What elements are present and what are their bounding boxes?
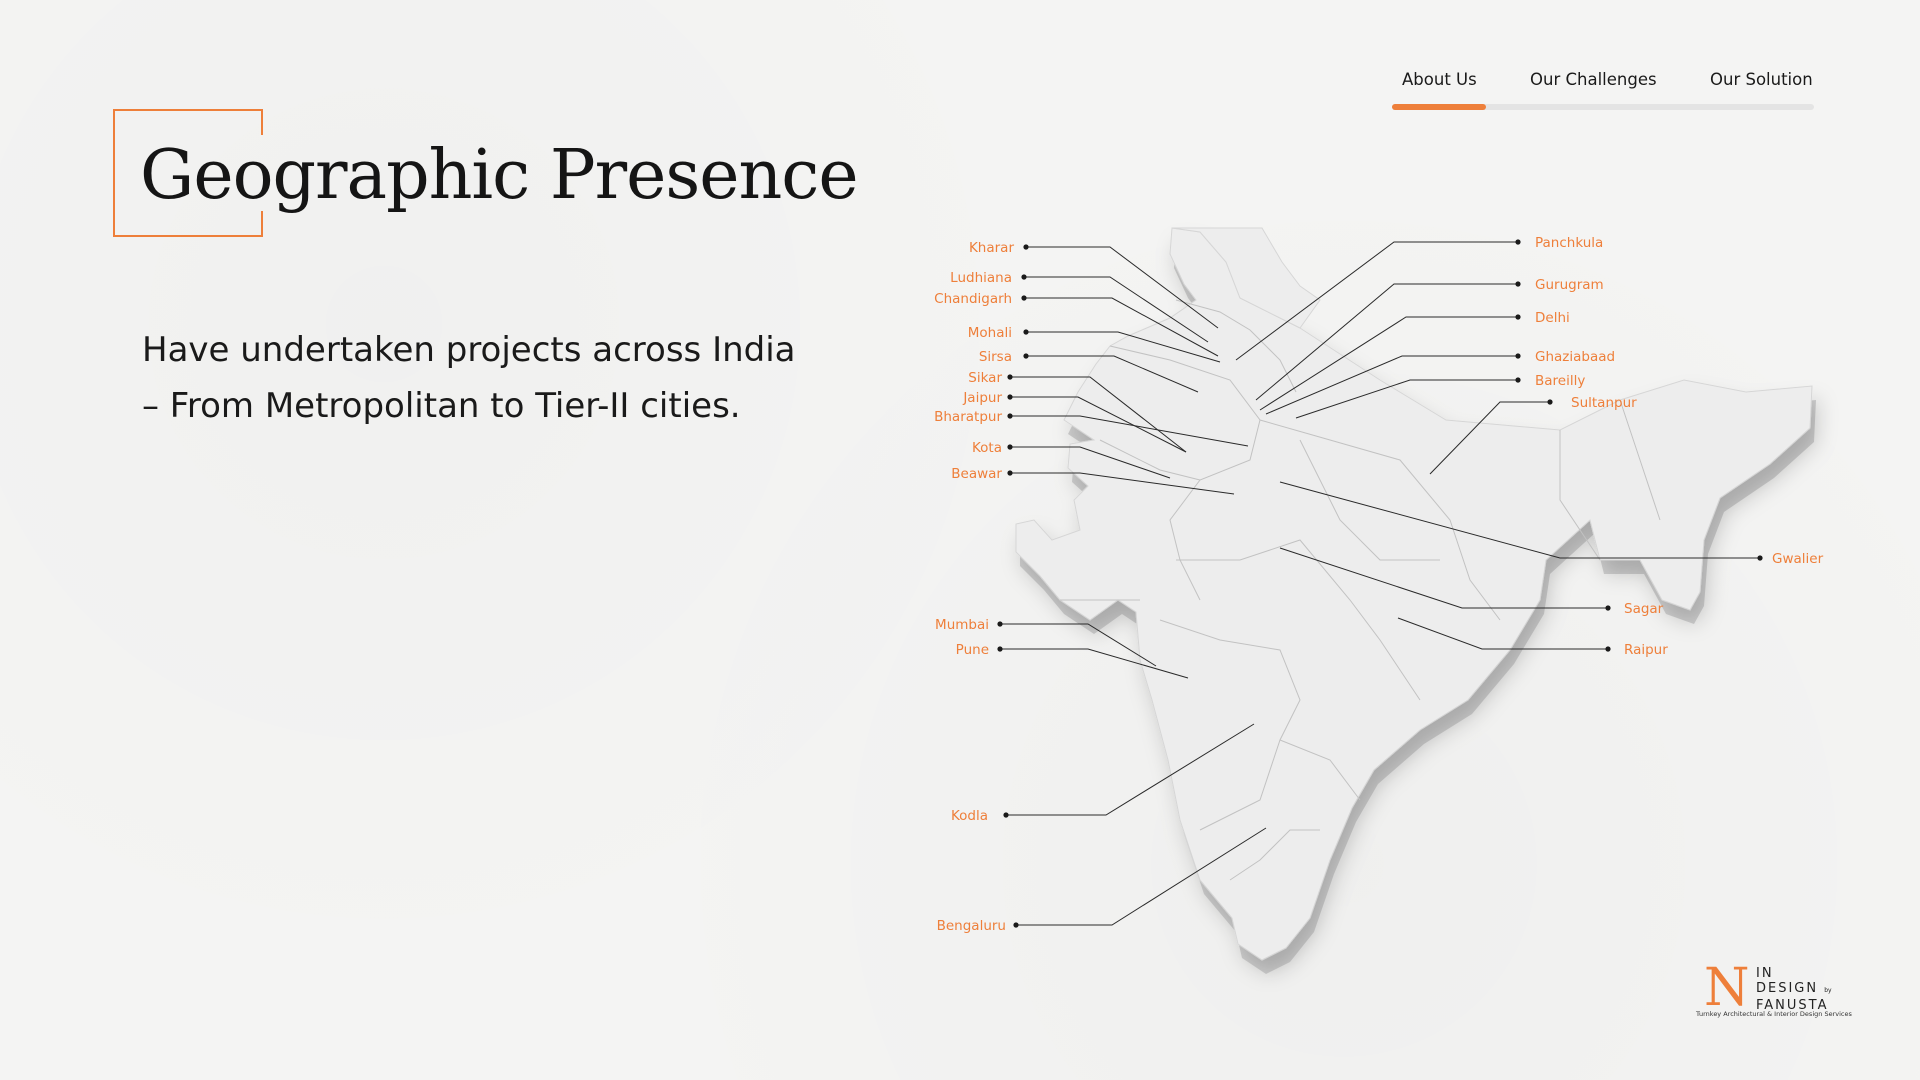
city-marker-bengaluru [1013, 922, 1019, 928]
city-label-jaipur: Jaipur [962, 390, 1002, 406]
leader-line-chandigarh [1024, 297, 1219, 357]
city-label-sagar: Sagar [1624, 601, 1664, 617]
leader-line-ghaziabaad [1265, 355, 1518, 415]
leader-line-bharatpur [1010, 415, 1249, 447]
leader-line-kharar [1026, 246, 1219, 329]
leader-line-bengaluru [1016, 827, 1267, 926]
city-label-sultanpur: Sultanpur [1571, 395, 1637, 411]
city-marker-sagar [1605, 605, 1611, 611]
map-city-labels: Kharar Ludhiana Chandigarh Mohali Sirsa Sikar… [934, 235, 1823, 934]
city-marker-mumbai [997, 621, 1003, 627]
state-borders [1060, 299, 1661, 881]
leader-line-sultanpur [1429, 401, 1550, 475]
india-map-north [1171, 227, 1321, 329]
leader-line-kota [1010, 446, 1171, 479]
city-label-bengaluru: Bengaluru [937, 918, 1006, 934]
city-marker-sirsa [1023, 353, 1029, 359]
city-label-chandigarh: Chandigarh [934, 291, 1012, 307]
city-label-bareilly: Bareilly [1535, 373, 1585, 389]
city-marker-panchkula [1515, 239, 1521, 245]
city-label-mumbai: Mumbai [935, 617, 989, 633]
city-marker-ghaziabaad [1515, 353, 1521, 359]
logo-tagline: Turnkey Architectural & Interior Design … [1696, 1010, 1852, 1018]
city-marker-beawar [1007, 470, 1013, 476]
city-marker-raipur [1605, 646, 1611, 652]
logo-wordmark: IN DESIGN by FANUSTA [1756, 966, 1832, 1013]
nav-about-us[interactable]: About Us [1402, 70, 1477, 89]
leader-line-raipur [1397, 617, 1608, 650]
leader-line-gurugram [1255, 283, 1518, 401]
brand-logo: N IN DESIGN by FANUSTA Turnkey Architect… [1696, 958, 1852, 1022]
city-label-gwalier: Gwalier [1772, 551, 1824, 567]
logo-mark: N [1704, 958, 1750, 1018]
city-marker-chandigarh [1021, 295, 1027, 301]
leader-line-jaipur [1010, 396, 1187, 453]
leader-line-mumbai [1000, 623, 1157, 667]
leader-line-kodla [1006, 723, 1255, 816]
city-marker-jaipur [1007, 394, 1013, 400]
top-nav: About Us Our Challenges Our Solution [1392, 62, 1814, 114]
leader-line-ludhiana [1024, 276, 1209, 343]
city-label-ghaziabaad: Ghaziabaad [1535, 349, 1615, 365]
city-label-mohali: Mohali [968, 325, 1012, 341]
subtitle-line-1: Have undertaken projects across India [142, 330, 796, 370]
city-label-pune: Pune [956, 642, 989, 658]
city-marker-sultanpur [1547, 399, 1553, 405]
leader-line-sikar [1010, 376, 1187, 453]
city-label-sirsa: Sirsa [979, 349, 1012, 365]
city-marker-bareilly [1515, 377, 1521, 383]
city-label-panchkula: Panchkula [1535, 235, 1603, 251]
city-marker-delhi [1515, 314, 1521, 320]
city-marker-gwalier [1757, 555, 1763, 561]
leader-line-pune [1000, 648, 1189, 679]
city-label-ludhiana: Ludhiana [950, 270, 1012, 286]
city-marker-mohali [1023, 329, 1029, 335]
city-marker-kota [1007, 444, 1013, 450]
city-marker-ludhiana [1021, 274, 1027, 280]
city-marker-bharatpur [1007, 413, 1013, 419]
india-landmass [1015, 227, 1816, 974]
subtitle-line-2: – From Metropolitan to Tier-II cities. [142, 386, 741, 426]
subtitle: Have undertaken projects across India – … [142, 322, 842, 434]
city-label-bharatpur: Bharatpur [934, 409, 1002, 425]
nav-progress-track [1392, 104, 1814, 110]
nav-our-challenges[interactable]: Our Challenges [1530, 70, 1657, 89]
city-marker-pune [997, 646, 1003, 652]
city-label-beawar: Beawar [951, 466, 1002, 482]
leader-line-panchkula [1235, 241, 1518, 361]
map-leader-lines [997, 239, 1763, 928]
city-label-delhi: Delhi [1535, 310, 1570, 326]
city-label-kodla: Kodla [951, 808, 988, 824]
leader-line-delhi [1259, 316, 1518, 411]
title-frame [113, 109, 263, 237]
city-label-gurugram: Gurugram [1535, 277, 1604, 293]
city-label-sikar: Sikar [968, 370, 1002, 386]
leader-line-gwalier [1279, 481, 1760, 559]
page-title: Geographic Presence [140, 136, 859, 215]
city-label-kharar: Kharar [969, 240, 1015, 256]
india-map-surface [1015, 227, 1813, 961]
city-marker-sikar [1007, 374, 1013, 380]
city-label-raipur: Raipur [1624, 642, 1668, 658]
city-marker-kodla [1003, 812, 1009, 818]
nav-our-solution[interactable]: Our Solution [1710, 70, 1813, 89]
leader-line-sagar [1279, 547, 1608, 609]
leader-line-bareilly [1295, 379, 1518, 419]
city-label-kota: Kota [972, 440, 1002, 456]
city-marker-kharar [1023, 244, 1029, 250]
leader-line-sirsa [1026, 355, 1199, 393]
city-marker-gurugram [1515, 281, 1521, 287]
nav-active-indicator [1392, 104, 1486, 110]
leader-line-beawar [1010, 472, 1235, 495]
leader-line-mohali [1026, 331, 1221, 363]
